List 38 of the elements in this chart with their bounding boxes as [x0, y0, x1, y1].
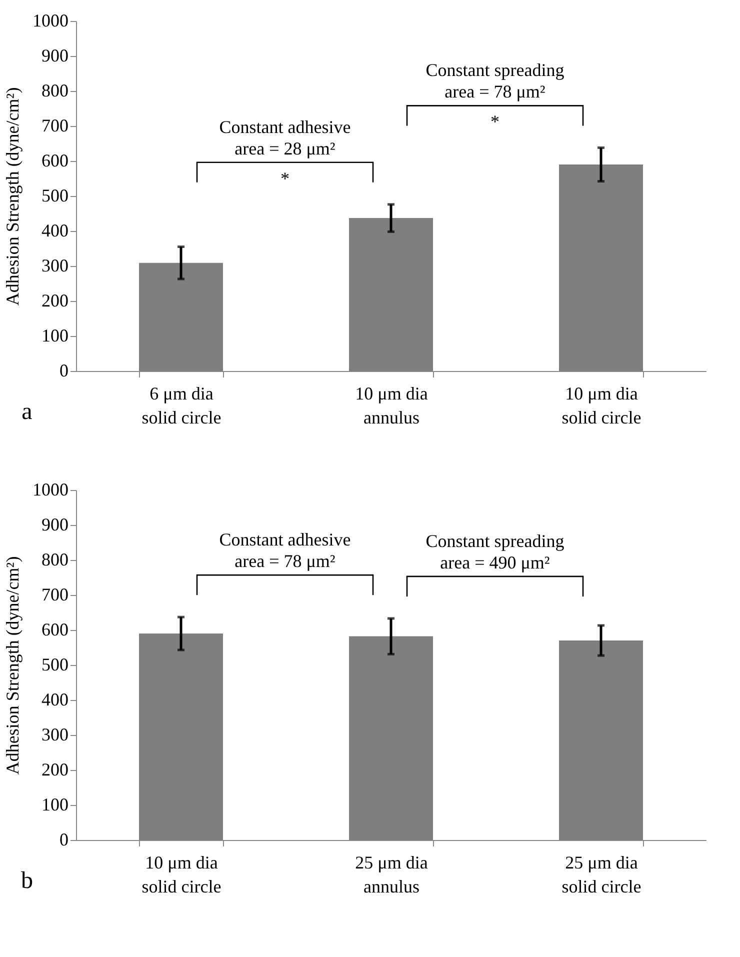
- y-tick-label: 1000: [32, 480, 68, 500]
- y-axis-title: Adhesion Strength (dyne/cm²): [2, 87, 22, 306]
- y-tick-label: 800: [42, 550, 68, 570]
- text: a: [22, 399, 33, 425]
- y-tick-label: 300: [42, 256, 68, 276]
- y-tick-label: 0: [60, 360, 68, 380]
- x-tick-label: 6 μm dia solid circle: [142, 384, 222, 428]
- annotation: Constant spreading area = 490 μm²: [426, 530, 564, 572]
- y-tick-label: 200: [42, 760, 68, 780]
- y-tick-label: 800: [42, 80, 68, 100]
- y-tick-label: 900: [42, 46, 68, 66]
- annotation: Constant adhesive area = 28 μm²: [219, 116, 351, 158]
- y-tick-label: 300: [42, 724, 68, 744]
- text: b: [21, 868, 33, 894]
- x-tick-label: 10 μm dia solid circle: [562, 384, 642, 428]
- y-tick-label: 1000: [32, 10, 68, 30]
- y-tick-label: 200: [42, 290, 68, 310]
- y-tick-label: 500: [42, 654, 68, 674]
- y-tick-label: 0: [60, 830, 68, 850]
- annotation: *: [490, 112, 500, 132]
- y-tick-label: 500: [42, 186, 68, 206]
- annotation: *: [280, 168, 290, 188]
- y-tick-label: 900: [42, 514, 68, 534]
- y-tick-label: 700: [42, 584, 68, 604]
- y-tick-label: 600: [42, 150, 68, 170]
- y-axis-title: Adhesion Strength (dyne/cm²): [2, 556, 22, 775]
- y-tick-label: 100: [42, 794, 68, 814]
- y-tick-label: 700: [42, 116, 68, 136]
- y-tick-label: 400: [42, 220, 68, 240]
- annotation: Constant spreading area = 78 μm²: [426, 60, 564, 102]
- y-tick-label: 600: [42, 620, 68, 640]
- x-tick-label: 25 μm dia solid circle: [562, 852, 642, 896]
- y-tick-label: 400: [42, 690, 68, 710]
- x-tick-label: 10 μm dia solid circle: [142, 852, 222, 896]
- x-tick-label: 25 μm dia annulus: [355, 852, 428, 896]
- x-tick-label: 10 μm dia annulus: [355, 384, 428, 428]
- annotation: Constant adhesive area = 78 μm²: [219, 529, 351, 572]
- y-tick-label: 100: [42, 326, 68, 346]
